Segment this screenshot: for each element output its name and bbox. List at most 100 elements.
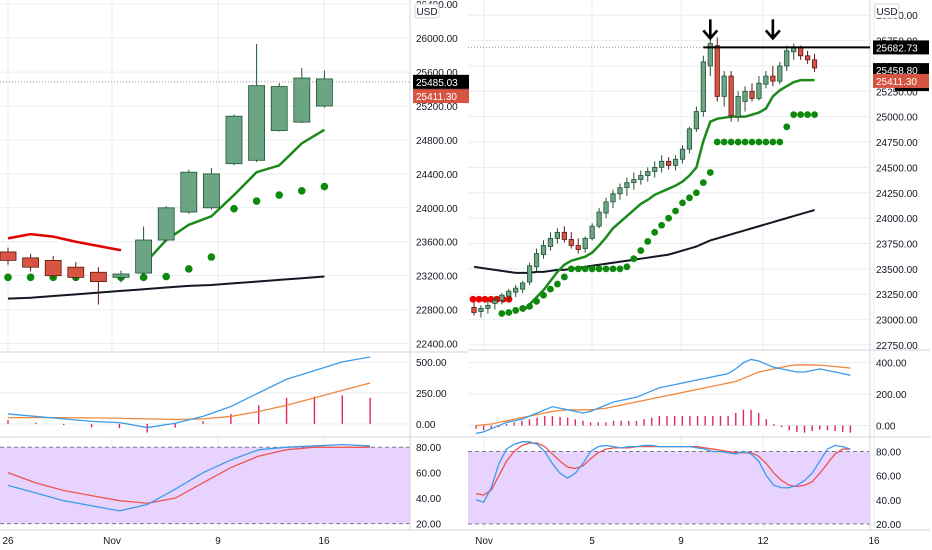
price-tick-label: 24000.00	[876, 214, 918, 225]
candle-body	[638, 175, 644, 180]
psar-dot	[727, 138, 735, 146]
psar-dot	[776, 138, 784, 146]
candle-body	[707, 43, 713, 67]
psar-dot	[630, 255, 638, 263]
psar-dot	[560, 273, 568, 281]
candle-body	[248, 85, 266, 161]
resistance-tag-bg	[873, 40, 929, 55]
psar-dot	[609, 265, 617, 273]
left-price-panel[interactable]	[0, 0, 410, 530]
psar-dot	[783, 123, 791, 131]
psar-dot	[797, 111, 805, 119]
psar-dot	[230, 204, 238, 213]
currency-label: USD	[416, 7, 437, 18]
price-tick-label: 25250.00	[876, 87, 918, 98]
price-tick-label: 25200.00	[416, 102, 458, 113]
psar-dot	[588, 265, 596, 273]
macd-tick-label: 0.00	[416, 420, 436, 431]
candle-body	[666, 160, 672, 166]
price-tick-label: 22400.00	[416, 340, 458, 351]
candle-body	[270, 86, 288, 132]
time-tick-label: 12	[757, 536, 769, 547]
candle-body	[492, 299, 498, 304]
candle-body	[202, 173, 220, 209]
psar-dot	[790, 111, 798, 119]
macd-line	[7, 356, 371, 429]
candle-body	[547, 238, 554, 247]
candle-body	[631, 179, 637, 184]
psar-dot	[567, 265, 575, 273]
bid-price-tag-bg	[873, 73, 929, 88]
candle-body	[90, 271, 107, 282]
candle-body	[180, 171, 198, 213]
price-area	[468, 0, 870, 350]
stoch-tick-label: 80.00	[876, 447, 901, 458]
left-macd-panel[interactable]	[0, 352, 410, 435]
psar-dot	[665, 214, 672, 222]
candle-body	[471, 306, 477, 313]
macd-tick-label: 200.00	[876, 390, 907, 401]
psar-dot	[720, 138, 728, 146]
left-stoch-panel[interactable]	[0, 443, 410, 525]
left-price-axis[interactable]: 26400.0026000.0025600.0025200.0024800.00…	[0, 0, 470, 531]
candle-body	[540, 245, 547, 256]
psar-dot	[748, 138, 756, 146]
price-tick-label: 24800.00	[416, 136, 458, 147]
psar-dot	[734, 138, 742, 146]
candle-body	[44, 259, 62, 277]
psar-dot-red	[475, 295, 483, 303]
stoch-tick-label: 40.00	[876, 496, 901, 507]
psar-dot	[519, 305, 527, 312]
price-tick-label: 23750.00	[876, 239, 918, 250]
time-tick-label: 26	[2, 536, 14, 547]
candle-body	[811, 59, 818, 69]
psar-dot	[658, 221, 666, 229]
psar-dot	[547, 285, 554, 293]
price-tick-label: 22750.00	[876, 341, 918, 352]
psar-dot	[637, 247, 645, 254]
bid-price-tag: 25411.30	[416, 92, 457, 103]
macd-tick-label: 500.00	[416, 358, 447, 369]
right-macd-panel[interactable]	[468, 350, 870, 435]
psar-dot	[207, 253, 216, 261]
candle-body	[777, 65, 783, 82]
right-stoch-panel[interactable]	[468, 441, 870, 525]
right-price-panel[interactable]	[468, 0, 875, 530]
candle-body	[763, 75, 769, 85]
psar-dot	[804, 111, 811, 119]
psar-dot	[741, 138, 749, 146]
right-time-axis[interactable]: Nov 5 9 12 16	[475, 536, 880, 547]
left-time-axis[interactable]: 26 Nov 9 16	[2, 536, 330, 547]
last-price-tag: 25458.80	[876, 66, 918, 77]
price-tick-label: 24000.00	[416, 204, 458, 215]
psar-dot	[811, 111, 818, 119]
candle-body	[67, 266, 85, 278]
candle-body	[721, 75, 727, 97]
price-tick-label: 23000.00	[876, 316, 918, 327]
last-price-tag-bg	[873, 63, 929, 78]
psar-dot	[595, 265, 603, 273]
price-tick-label: 24250.00	[876, 189, 918, 200]
candle-body	[749, 90, 755, 99]
candle-body	[225, 115, 243, 165]
price-tick-label: 23600.00	[416, 238, 458, 249]
candle-body	[22, 257, 40, 268]
macd-signal-line	[475, 364, 851, 427]
candle-body	[533, 253, 540, 268]
candle-body	[561, 231, 567, 240]
psar-dot	[686, 194, 693, 202]
psar-dot	[651, 228, 659, 236]
candle-body	[0, 251, 17, 261]
candle-body	[686, 128, 693, 150]
stoch-tick-label: 40.00	[416, 494, 441, 505]
candle-body	[700, 61, 706, 112]
macd-tick-label: 0.00	[876, 422, 896, 433]
candle-body	[617, 187, 623, 195]
down-arrow-icon	[764, 19, 781, 41]
psar-dot	[26, 273, 35, 282]
candle-body	[554, 231, 561, 239]
psar-dot	[505, 309, 513, 316]
candle-body	[645, 171, 651, 176]
candle-body	[575, 245, 581, 250]
